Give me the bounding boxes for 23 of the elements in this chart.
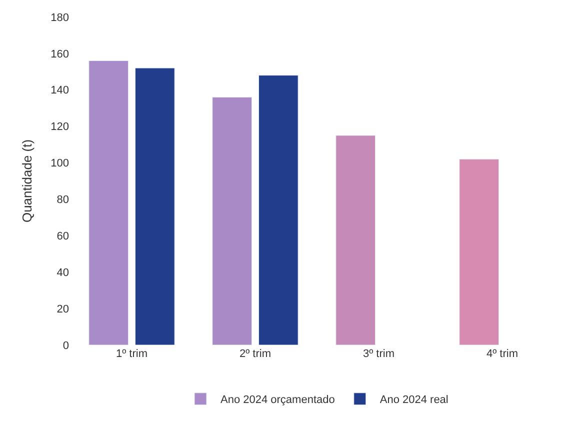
y-tick-label: 100 <box>50 158 69 170</box>
y-tick-label: 180 <box>50 12 69 24</box>
y-tick-label: 80 <box>56 194 69 206</box>
legend-label: Ano 2024 orçamentado <box>220 394 335 406</box>
legend-label: Ano 2024 real <box>380 394 448 406</box>
bar <box>88 60 129 345</box>
y-axis-title: Quantidade (t) <box>20 139 35 223</box>
bar <box>258 75 298 345</box>
x-tick-label: 1º trim <box>116 348 148 360</box>
bar <box>459 158 500 345</box>
bar <box>336 135 376 345</box>
y-tick-label: 140 <box>50 84 69 97</box>
bar <box>134 68 175 345</box>
y-tick-label: 0 <box>62 340 69 352</box>
y-tick-label: 120 <box>50 121 69 134</box>
x-tick-label: 2º trim <box>239 348 272 360</box>
y-tick-label: 20 <box>56 303 69 316</box>
x-tick-label: 3º trim <box>362 348 395 360</box>
bar <box>212 96 252 345</box>
y-tick-label: 40 <box>56 266 69 279</box>
y-tick-label: 160 <box>50 48 69 60</box>
x-tick-label: 4º trim <box>486 348 518 360</box>
y-tick-label: 60 <box>56 230 69 243</box>
